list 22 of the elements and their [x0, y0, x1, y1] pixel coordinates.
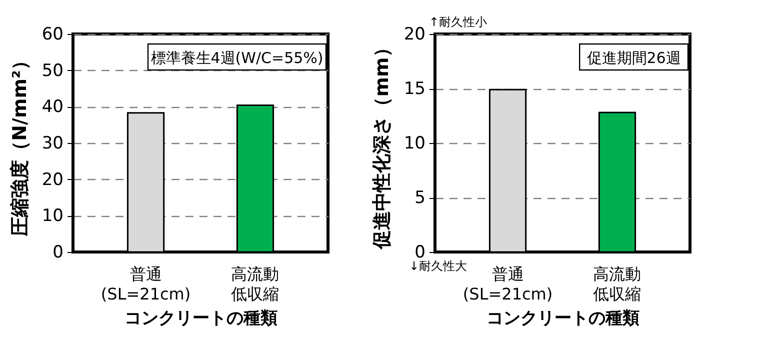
y-tick-label: 10 [42, 206, 64, 226]
y-axis-title: 圧縮強度（N/mm²） [8, 51, 31, 237]
y-tick-label: 0 [52, 242, 64, 262]
y-tick-label: 20 [42, 170, 64, 190]
y-tick-label: 20 [404, 24, 426, 44]
annotation: 標準養生4週(W/C=55%) [150, 49, 324, 67]
y-tick-label: 5 [414, 188, 426, 208]
y-tick-label: 0 [414, 242, 426, 262]
y-tick-label: 50 [42, 60, 64, 81]
y-tick-label: 15 [404, 79, 426, 99]
y-tick-label: 10 [404, 134, 426, 154]
y-tick-label: 30 [42, 134, 64, 154]
x-tick-label: 高流動低収縮 [593, 264, 642, 304]
x-tick-label: 高流動低収縮 [231, 264, 280, 304]
x-axis-title: コンクリートの種類 [124, 308, 278, 328]
y-tick-label: 60 [42, 24, 64, 44]
y-axis-title: 促進中性化深さ（mm） [370, 38, 393, 250]
text: ↑耐久性小 [429, 15, 488, 29]
y-tick-label: 40 [42, 97, 64, 118]
x-axis-title: コンクリートの種類 [486, 308, 640, 328]
x-tick-label: 普通 (SL=21cm) [100, 264, 191, 304]
annotation: 促進期間26週 [586, 49, 681, 67]
